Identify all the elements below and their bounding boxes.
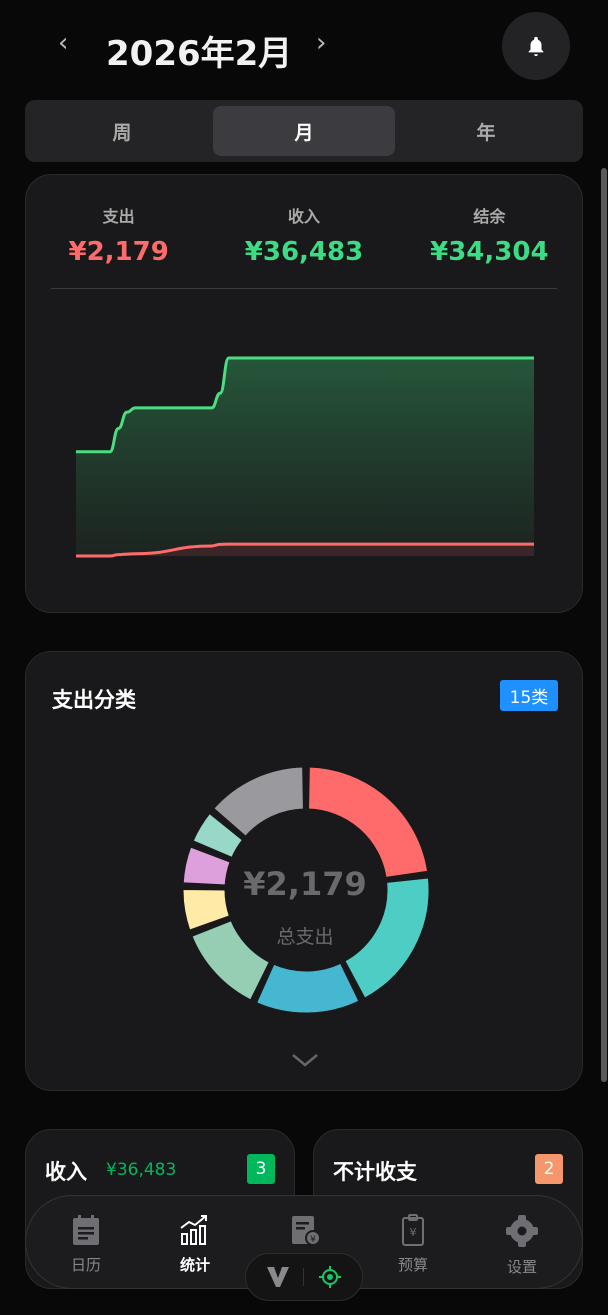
nav-stats[interactable]: 统计 (141, 1214, 249, 1275)
v-logo-icon[interactable] (267, 1267, 290, 1287)
nav-calendar[interactable]: 日历 (32, 1214, 140, 1275)
donut-slice[interactable] (253, 960, 362, 1016)
income-line (75, 356, 534, 454)
svg-text:¥: ¥ (310, 1235, 316, 1245)
donut-slice[interactable] (180, 844, 233, 888)
nav-bills[interactable]: ¥ (251, 1214, 359, 1250)
chevron-down-icon[interactable] (291, 1052, 319, 1068)
expense-donut-chart[interactable] (166, 752, 446, 1032)
donut-slice[interactable] (189, 917, 273, 1003)
divider (303, 1268, 305, 1286)
balance-value: ¥34,304 (430, 237, 549, 267)
category-card: 支出分类 15类 ¥2,179 总支出 (25, 651, 583, 1091)
category-count-badge: 15类 (500, 680, 558, 711)
income-card-amount: ¥36,483 (106, 1160, 177, 1180)
prev-month-button[interactable]: ‹ (58, 28, 69, 58)
donut-slice[interactable] (211, 764, 306, 839)
nav-budget[interactable]: ¥ 预算 (359, 1214, 467, 1275)
target-icon[interactable] (318, 1266, 341, 1288)
expense-label: 支出 (102, 207, 135, 226)
donut-slice[interactable] (306, 764, 431, 880)
trend-chart (75, 356, 534, 558)
donut-center-label: 总支出 (276, 926, 334, 948)
income-count-badge: 3 (247, 1154, 275, 1184)
expense-line (76, 542, 534, 558)
floating-toolbar (245, 1253, 363, 1301)
nav-label: 日历 (70, 1256, 101, 1274)
svg-text:¥: ¥ (410, 1226, 417, 1239)
excluded-count-badge: 2 (535, 1154, 563, 1184)
category-title: 支出分类 (52, 688, 136, 712)
donut-slice[interactable] (342, 875, 432, 1001)
donut-slice[interactable] (190, 810, 246, 861)
period-selector: 周 月 年 (25, 100, 583, 162)
income-card-title: 收入 (45, 1160, 87, 1184)
tab-year[interactable]: 年 (476, 121, 496, 144)
nav-label: 统计 (179, 1256, 210, 1274)
balance-summary: 结余 ¥34,304 (397, 203, 582, 267)
divider (51, 288, 557, 289)
income-area (76, 358, 534, 556)
nav-label: 设置 (506, 1258, 537, 1276)
notification-button[interactable] (502, 12, 570, 80)
page-title: 2026年2月 (106, 34, 293, 74)
excluded-card-title: 不计收支 (333, 1160, 417, 1184)
calendar-note-icon (73, 1215, 99, 1245)
next-month-button[interactable]: › (316, 28, 327, 58)
expense-summary: 支出 ¥2,179 (26, 203, 211, 267)
income-label: 收入 (287, 207, 320, 226)
donut-center-value: ¥2,179 (243, 865, 367, 903)
nav-settings[interactable]: 设置 (468, 1214, 576, 1277)
nav-label: 预算 (397, 1256, 428, 1274)
expense-value: ¥2,179 (68, 237, 169, 267)
bill-yuan-icon: ¥ (292, 1216, 321, 1246)
clipboard-yuan-icon: ¥ (402, 1214, 424, 1246)
trend-card: 支出 ¥2,179 收入 ¥36,483 结余 ¥34,304 (25, 174, 583, 613)
gear-icon (506, 1215, 538, 1247)
donut-slice[interactable] (180, 886, 233, 933)
scrollbar[interactable] (601, 168, 607, 1082)
bell-icon (528, 36, 544, 57)
tab-month[interactable]: 月 (213, 106, 395, 156)
tab-week[interactable]: 周 (112, 121, 132, 144)
income-summary: 收入 ¥36,483 (211, 203, 396, 267)
income-value: ¥36,483 (244, 237, 364, 267)
chart-icon (180, 1215, 207, 1245)
balance-label: 结余 (473, 207, 506, 226)
